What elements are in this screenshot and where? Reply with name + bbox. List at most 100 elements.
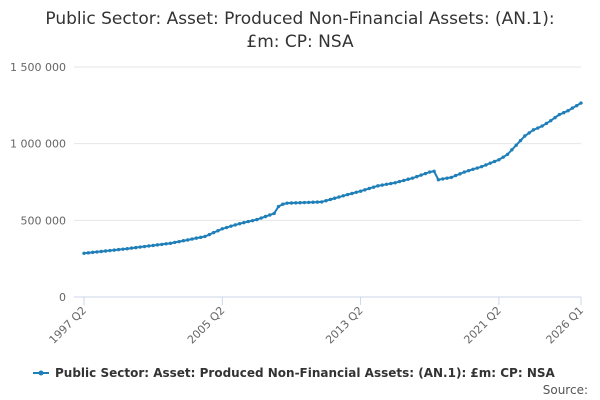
source-label: Source:	[543, 383, 588, 397]
data-point	[298, 201, 302, 205]
y-tick-label: 1 500 000	[10, 61, 66, 74]
data-point	[147, 244, 151, 248]
data-point	[484, 163, 488, 167]
data-point	[272, 211, 276, 216]
data-point	[281, 202, 285, 206]
data-point	[419, 173, 423, 177]
data-point	[198, 235, 203, 240]
data-line	[83, 102, 582, 255]
data-point	[224, 225, 229, 230]
data-point	[285, 201, 289, 205]
data-point	[354, 190, 358, 194]
data-point	[393, 181, 397, 185]
data-point	[116, 247, 121, 252]
data-point	[445, 176, 449, 180]
data-point	[384, 182, 389, 186]
data-point	[194, 236, 199, 240]
data-point	[579, 101, 583, 105]
data-point	[121, 247, 125, 251]
data-point	[458, 172, 462, 176]
x-tick-label: 1997 Q2	[47, 304, 90, 347]
data-point	[501, 155, 505, 159]
data-point	[99, 249, 103, 254]
data-point	[527, 131, 531, 135]
data-point	[129, 246, 134, 250]
x-tick-label: 2013 Q2	[323, 304, 366, 347]
data-point	[471, 167, 475, 171]
data-point	[95, 250, 99, 254]
data-point	[181, 239, 186, 243]
data-point	[168, 241, 173, 246]
data-point	[203, 234, 207, 239]
data-point	[367, 186, 371, 191]
data-point	[164, 242, 168, 246]
data-point	[557, 112, 562, 117]
data-point	[389, 181, 393, 186]
data-point	[488, 161, 492, 165]
data-point	[155, 243, 160, 247]
data-point	[276, 204, 281, 209]
data-point	[190, 237, 194, 241]
y-tick-label: 500 000	[21, 214, 67, 227]
chart-title: Public Sector: Asset: Produced Non-Finan…	[45, 9, 555, 52]
data-point	[186, 238, 190, 242]
data-point	[410, 176, 415, 180]
data-point	[289, 201, 294, 205]
data-point	[341, 194, 346, 198]
legend-marker	[38, 370, 44, 376]
x-tick-label: 2026 Q1	[544, 304, 587, 347]
data-point	[371, 185, 376, 189]
data-point	[531, 128, 536, 132]
data-point	[544, 121, 549, 126]
data-point	[220, 227, 224, 231]
data-point	[462, 170, 467, 174]
data-point	[319, 200, 324, 204]
data-point	[108, 248, 112, 253]
data-point	[358, 189, 363, 193]
data-point	[574, 103, 579, 108]
x-tick-label: 2005 Q2	[185, 304, 228, 347]
data-point	[497, 158, 501, 162]
data-point	[475, 166, 479, 170]
data-point	[337, 195, 341, 199]
data-point	[423, 171, 428, 176]
data-point	[397, 179, 402, 184]
data-point	[562, 110, 566, 115]
y-tick-label: 1 000 000	[10, 138, 66, 151]
data-point	[302, 200, 307, 205]
legend-label: Public Sector: Asset: Produced Non-Finan…	[55, 366, 556, 380]
data-point	[207, 232, 212, 237]
data-point	[518, 138, 523, 143]
data-point	[345, 192, 350, 197]
x-tick-label: 2021 Q2	[461, 304, 504, 347]
data-point	[160, 242, 164, 247]
data-point	[268, 213, 272, 217]
data-point	[449, 175, 454, 180]
data-point	[406, 177, 410, 181]
data-point	[294, 201, 298, 205]
data-point	[453, 173, 458, 178]
data-point	[86, 251, 91, 255]
data-point	[151, 243, 155, 248]
data-point	[233, 223, 237, 227]
data-point	[466, 168, 471, 173]
data-point	[540, 124, 544, 128]
y-tick-label: 0	[59, 291, 66, 304]
data-point	[138, 245, 142, 249]
data-point	[211, 230, 216, 235]
data-point	[332, 196, 337, 200]
data-point	[428, 170, 432, 174]
data-point	[134, 245, 138, 250]
data-point	[237, 222, 242, 226]
data-point	[311, 200, 315, 204]
data-point	[324, 199, 328, 203]
data-point	[307, 200, 311, 205]
data-point	[173, 240, 177, 245]
data-point	[566, 109, 570, 113]
data-point	[328, 197, 333, 202]
data-point	[350, 191, 354, 196]
data-point	[415, 174, 419, 179]
data-point	[229, 224, 233, 228]
